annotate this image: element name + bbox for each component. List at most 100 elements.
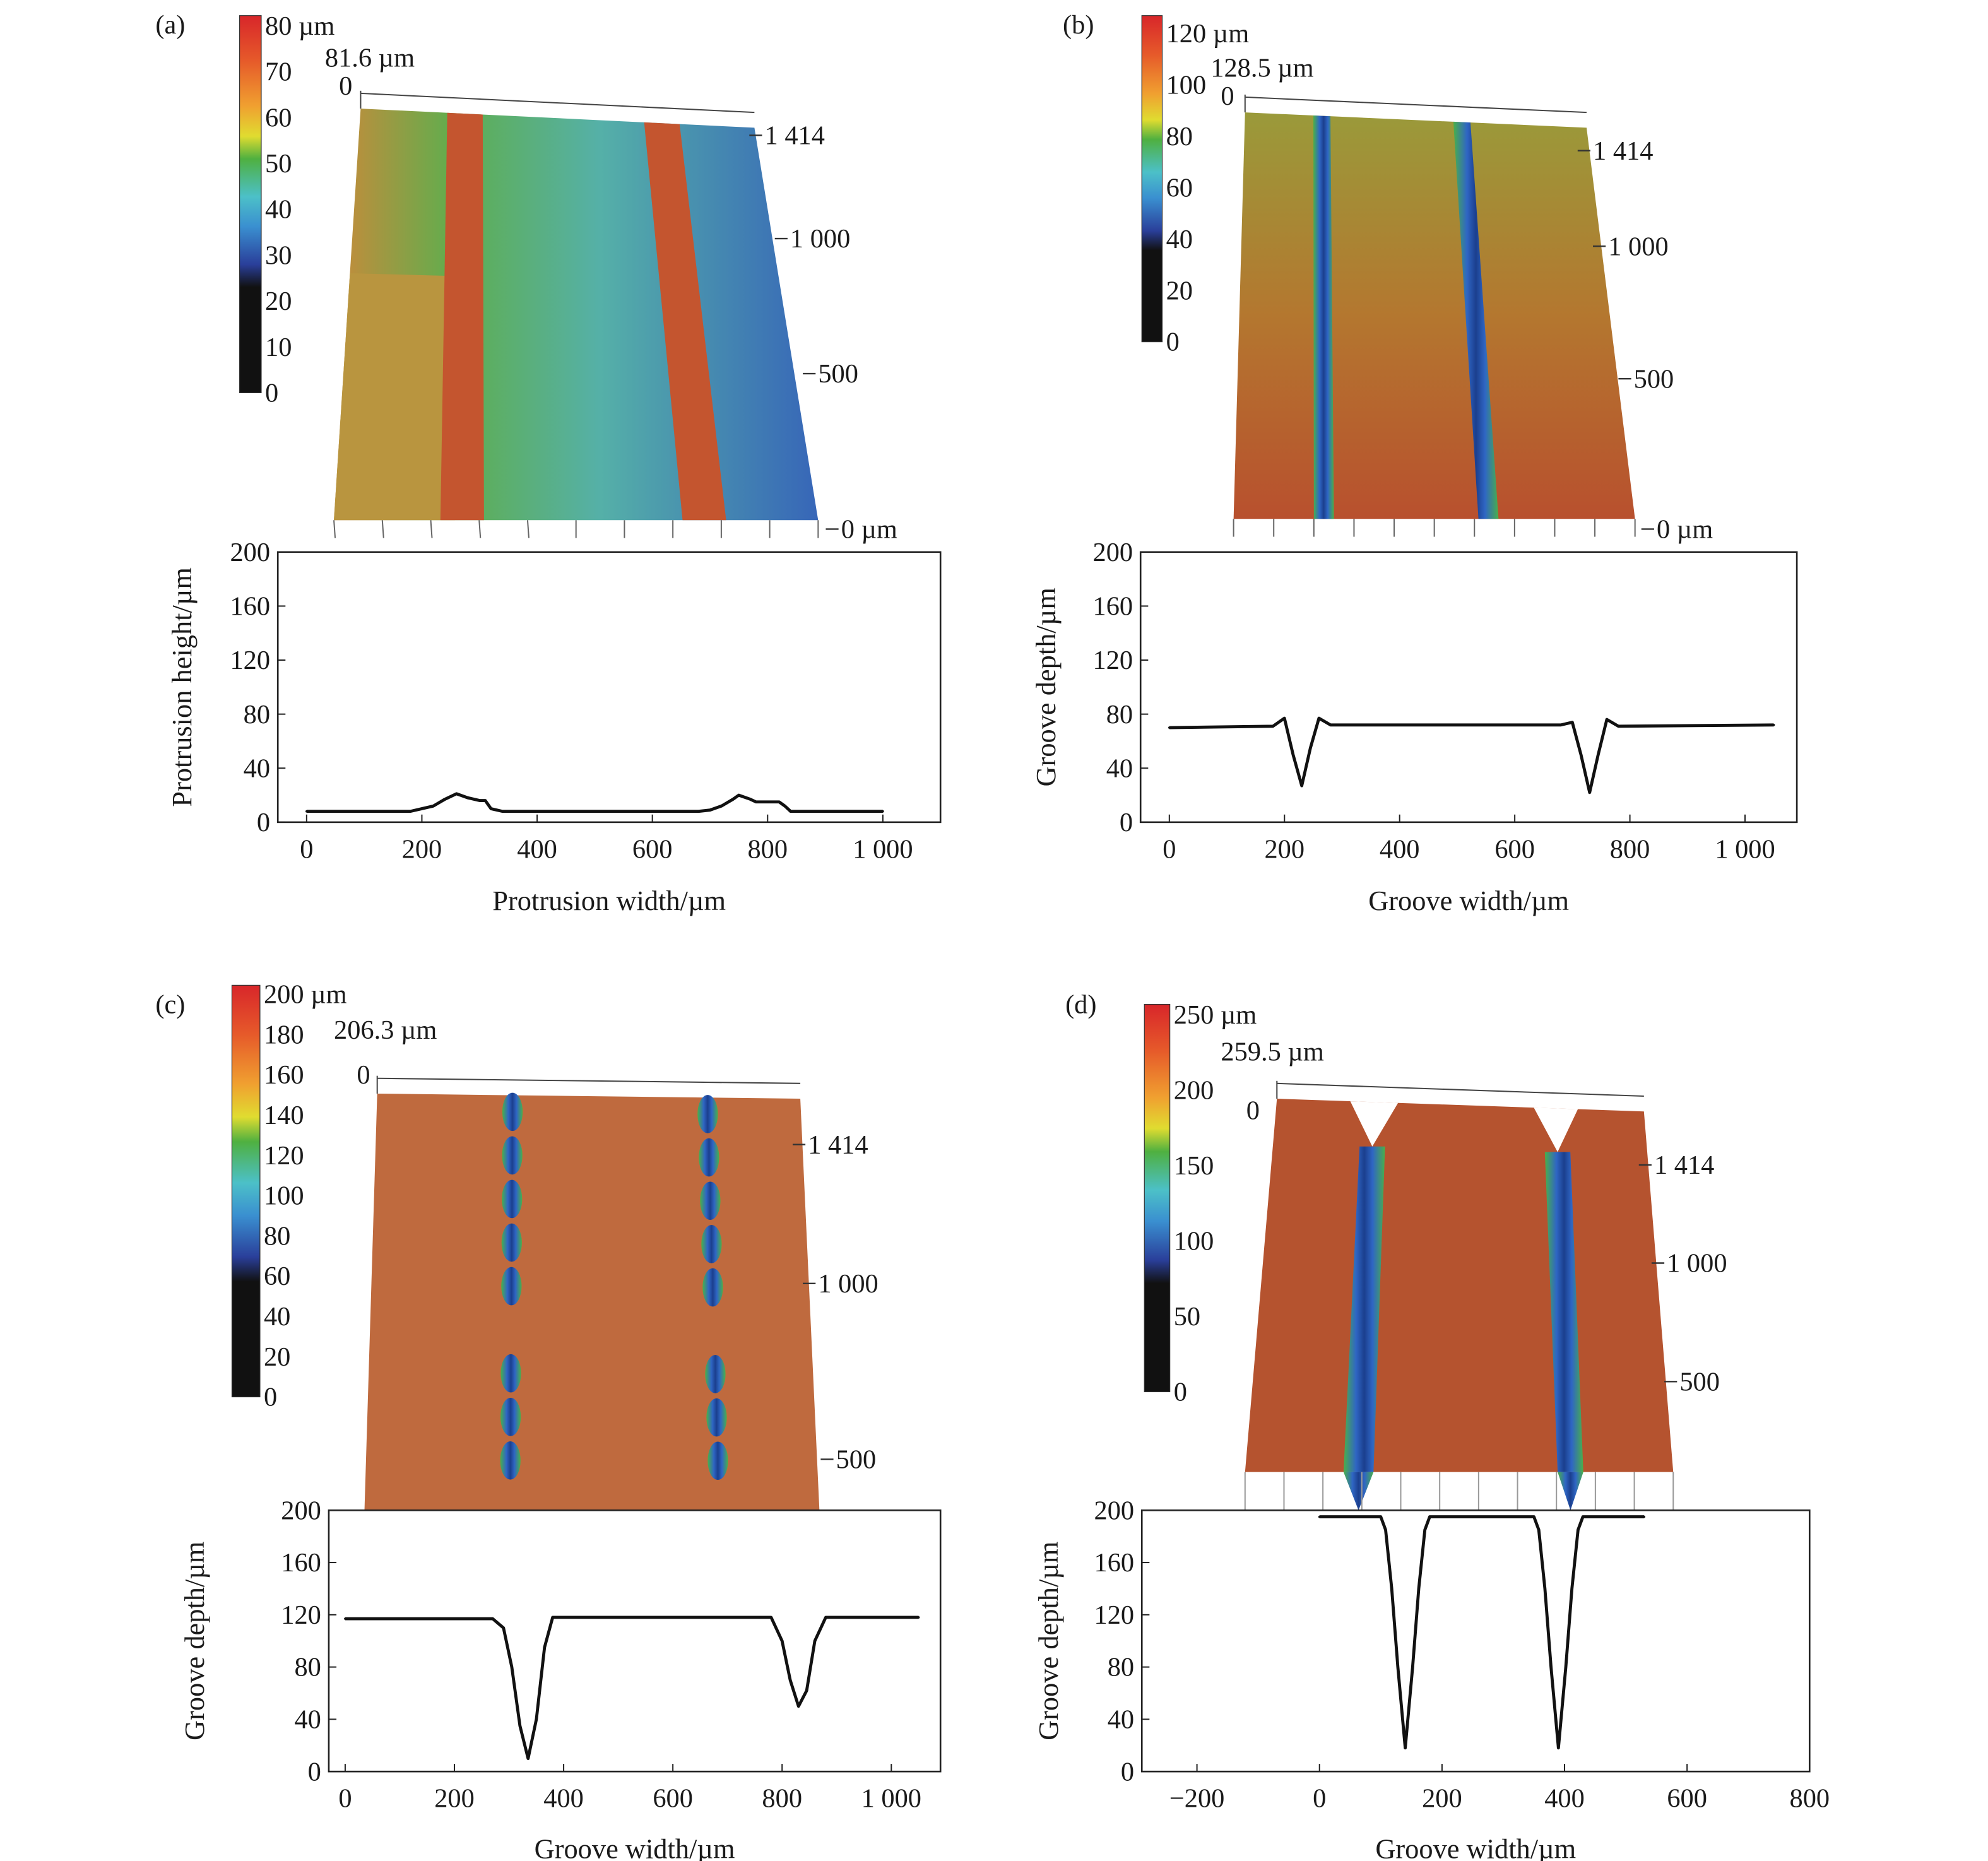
data-point (543, 1646, 546, 1649)
data-point (697, 810, 700, 813)
colorbar-tick-label: 0 (264, 1383, 277, 1412)
colorbar-tick-label: 120 (264, 1141, 304, 1171)
surface-plane (1245, 1099, 1674, 1472)
profile-chart: −200 0 200 400 600 800 0 40 80 120 160 200 Groove wi… (1032, 1496, 1830, 1861)
colorbar-tick-label: 20 (265, 287, 292, 316)
max-height-label: 128.5 µm (1210, 54, 1313, 83)
colorbar (1141, 15, 1163, 343)
data-point (502, 1626, 505, 1629)
z-zero-label: 0 (1221, 81, 1234, 111)
colorbar-tick-label: 180 (264, 1020, 304, 1049)
data-point (1417, 1587, 1420, 1590)
y-tick-label: 0 (308, 1757, 321, 1787)
groove-dimple (502, 1179, 523, 1219)
y-tick-label: 40 (294, 1705, 321, 1735)
x-tick-label: 1 000 (861, 1784, 921, 1814)
data-point (1168, 726, 1171, 729)
data-point (491, 1617, 494, 1620)
y-tick-label: 0 (1121, 1757, 1134, 1787)
x-tick-label: 800 (747, 834, 788, 864)
data-point (1384, 1528, 1387, 1532)
groove-stripe (1453, 121, 1499, 519)
data-point (917, 1616, 920, 1619)
x-tick-label: 200 (1264, 834, 1305, 864)
colorbar-tick-label: 100 (1174, 1227, 1214, 1256)
panel-label: (d) (1065, 990, 1096, 1020)
surface-frame-line (377, 1077, 801, 1084)
data-point (1577, 1528, 1580, 1532)
colorbar-tick-label: 10 (265, 333, 292, 362)
groove-dimple (705, 1355, 726, 1393)
data-point (1292, 753, 1294, 756)
data-point (1772, 723, 1775, 726)
surface-axis-tick-label: 500 (818, 359, 858, 389)
groove-notch (1534, 1108, 1578, 1152)
data-point (1390, 1587, 1393, 1590)
groove-dimple (500, 1354, 521, 1393)
data-point (1617, 725, 1620, 728)
x-tick-label: 200 (1422, 1784, 1462, 1814)
y-tick-label: 120 (281, 1600, 321, 1630)
data-point (420, 807, 423, 810)
colorbar-tick-label: 40 (264, 1302, 290, 1332)
data-point (305, 810, 308, 813)
surface-axis-tick-label: 1 414 (808, 1130, 868, 1160)
colorbar-tick-label: 80 (1166, 122, 1193, 151)
grid-tick (430, 520, 433, 538)
colorbar-tick-label: 200 (1174, 1075, 1214, 1105)
groove-dimple (702, 1268, 723, 1307)
data-point (1597, 753, 1600, 756)
plot-frame (1139, 551, 1798, 824)
data-point (444, 798, 446, 801)
x-tick-label: 0 (300, 834, 313, 864)
data-point (1411, 1665, 1414, 1669)
y-tick-label: 160 (230, 592, 270, 622)
panel-d: (d) 0 50 100 150 200 250 µm 259.5 µm 0 1 414 1 000… (1032, 990, 1830, 1861)
data-point (759, 1616, 762, 1619)
x-tick-label: 1 000 (853, 834, 913, 864)
surface-frame-line (1277, 1082, 1644, 1097)
data-point (519, 1724, 521, 1727)
data-point (551, 1616, 554, 1619)
protrusion-stripe (644, 122, 726, 521)
data-point (511, 1665, 513, 1669)
colorbar-tick-label: 80 (264, 1221, 290, 1251)
colorbar-tick-label: 160 (264, 1060, 304, 1090)
data-point (781, 1639, 784, 1643)
groove-stripe (1544, 1152, 1583, 1472)
y-tick-label: 40 (1108, 1705, 1134, 1735)
colorbar-tick-label: 250 µm (1174, 1000, 1257, 1030)
data-point (709, 808, 711, 812)
data-point (882, 810, 884, 813)
y-tick-label: 200 (1094, 1496, 1135, 1525)
plot-frame (328, 1509, 942, 1773)
colorbar-tick-label: 100 (264, 1181, 304, 1211)
y-tick-label: 160 (1094, 1548, 1135, 1578)
groove-dimple (501, 1223, 522, 1262)
data-point (783, 805, 786, 807)
data-point (1318, 717, 1320, 719)
data-point (778, 800, 781, 803)
colorbar-tick-label: 80 µm (265, 11, 334, 41)
surface-axis-tick-label: 1 414 (1654, 1150, 1714, 1180)
data-point (1537, 1528, 1541, 1532)
data-point (1532, 1515, 1535, 1518)
colorbar (231, 984, 261, 1398)
colorbar-tick-label: 140 (264, 1101, 304, 1130)
surface-axis-tick-label: 500 (1634, 364, 1674, 394)
data-point (651, 810, 654, 813)
z-zero-label: 0 (339, 71, 352, 101)
y-axis-label: Protrusion height/µm (166, 567, 198, 807)
data-point (1580, 753, 1582, 756)
data-point (1379, 1515, 1382, 1518)
surface-axis-tick-label: 1 000 (1608, 232, 1668, 261)
data-point (789, 810, 792, 813)
colorbar-tick-label: 50 (1174, 1302, 1200, 1332)
data-point (749, 798, 752, 801)
y-tick-label: 200 (230, 538, 270, 567)
data-point (824, 1616, 827, 1619)
data-point (1643, 1515, 1646, 1518)
data-point (1397, 1665, 1399, 1669)
data-point (484, 799, 487, 802)
